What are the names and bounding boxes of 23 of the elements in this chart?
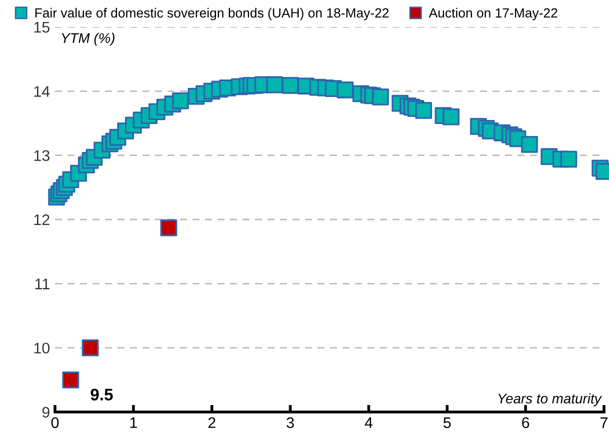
y-tick-label: 13 (34, 150, 50, 162)
y-axis-title: YTM (%) (62, 32, 114, 46)
y-tick-label: 14 (34, 86, 50, 97)
annotation: 9.5 (90, 388, 113, 400)
x-tick-label: 7 (600, 417, 608, 428)
x-tick-label: 3 (286, 417, 294, 428)
y-tick-label: 9 (42, 406, 50, 418)
x-tick-label: 0 (51, 417, 59, 428)
y-tick-label: 11 (35, 278, 50, 290)
point (82, 339, 99, 356)
point (62, 371, 80, 388)
y-tick-label: 12 (34, 214, 50, 226)
x-tick-label: 4 (364, 417, 373, 428)
x-tick-label: 6 (522, 417, 530, 428)
y-tick-label: 15 (34, 22, 50, 33)
x-axis-title: Years to maturity (498, 393, 602, 406)
x-tick-label: 1 (130, 417, 137, 428)
y-tick-label: 10 (34, 342, 50, 354)
legend-label: Fair value of domestic sovereign bonds (UAH) on 18-May-22 (35, 8, 389, 20)
legend-label: Auction on 17-May-22 (428, 8, 558, 20)
point (160, 219, 178, 236)
x-tick-label: 5 (444, 417, 451, 428)
x-tick-label: 2 (208, 417, 216, 428)
